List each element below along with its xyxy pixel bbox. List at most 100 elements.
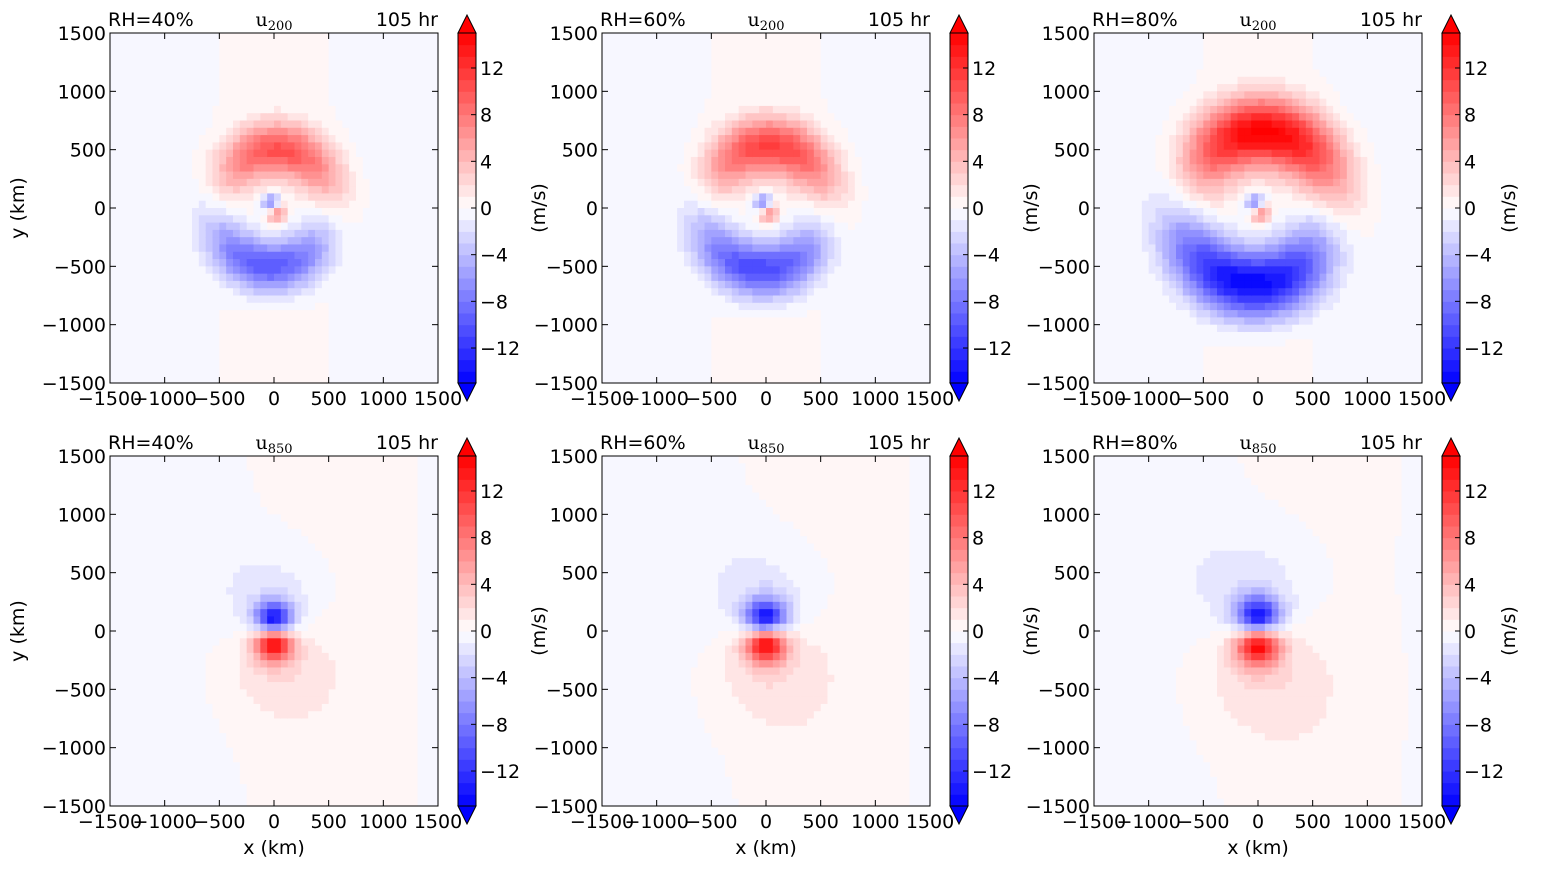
heatmap-cell	[861, 47, 870, 56]
heatmap-cell	[267, 69, 275, 78]
heatmap-cell	[793, 98, 801, 107]
heatmap-cell	[246, 273, 255, 282]
heatmap-cell	[369, 368, 378, 377]
heatmap-cell	[253, 368, 261, 377]
heatmap-cell	[151, 368, 159, 377]
heatmap-cell	[629, 331, 637, 340]
heatmap-cell	[649, 222, 658, 231]
heatmap-cell	[130, 40, 138, 49]
heatmap-cell	[649, 113, 658, 122]
heatmap-cell	[253, 375, 261, 384]
x-tick-label: −500	[193, 388, 245, 410]
heatmap-cell	[820, 302, 829, 311]
heatmap-cell	[219, 375, 227, 384]
heatmap-cell	[615, 310, 624, 318]
heatmap-cell	[356, 310, 364, 318]
heatmap-cell	[431, 331, 439, 340]
heatmap-cell	[294, 237, 302, 246]
heatmap-cell	[116, 47, 125, 56]
heatmap-cell	[690, 339, 699, 348]
heatmap-cell	[861, 98, 870, 107]
heatmap-cell	[813, 47, 822, 56]
heatmap-cell	[629, 91, 637, 100]
heatmap-cell	[246, 244, 255, 253]
heatmap-cell	[192, 215, 200, 224]
heatmap-cell	[116, 149, 125, 158]
heatmap-cell	[116, 215, 125, 224]
heatmap-cell	[772, 76, 781, 85]
heatmap-cell	[615, 331, 624, 340]
heatmap-cell	[233, 280, 241, 289]
heatmap-cell	[417, 295, 425, 304]
heatmap-cell	[841, 302, 849, 311]
heatmap-cell	[643, 317, 651, 326]
heatmap-cell	[274, 295, 282, 304]
heatmap-cell	[745, 164, 753, 173]
heatmap-cell	[813, 135, 822, 143]
heatmap-cell	[861, 302, 870, 311]
heatmap-cell	[902, 149, 911, 158]
heatmap-cell	[356, 76, 364, 85]
heatmap-cell	[144, 178, 152, 187]
heatmap-cell	[622, 113, 630, 122]
heatmap-cell	[711, 259, 719, 267]
heatmap-cell	[861, 171, 870, 180]
heatmap-cell	[410, 54, 419, 63]
heatmap-cell	[916, 127, 924, 136]
heatmap-cell	[280, 295, 289, 304]
heatmap-cell	[110, 178, 118, 187]
heatmap-cell	[704, 186, 712, 195]
heatmap-cell	[738, 164, 747, 173]
heatmap-cell	[178, 98, 186, 107]
heatmap-cell	[1100, 310, 1109, 318]
heatmap-cell	[861, 331, 870, 340]
heatmap-cell	[267, 149, 275, 158]
heatmap-cell	[287, 339, 296, 348]
heatmap-cell	[192, 273, 200, 282]
heatmap-cell	[294, 266, 302, 275]
heatmap-cell	[848, 259, 856, 267]
heatmap-cell	[684, 40, 692, 49]
heatmap-cell	[253, 361, 261, 370]
heatmap-cell	[192, 368, 200, 377]
heatmap-cell	[417, 280, 425, 289]
heatmap-cell	[677, 105, 685, 114]
heatmap-cell	[766, 186, 774, 195]
colorbar-level	[950, 114, 968, 127]
heatmap-cell	[431, 84, 439, 92]
heatmap-cell	[807, 259, 815, 267]
heatmap-cell	[157, 259, 166, 267]
heatmap-cell	[663, 164, 671, 173]
heatmap-cell	[308, 244, 316, 253]
heatmap-cell	[260, 113, 268, 122]
heatmap-cell	[267, 222, 275, 231]
heatmap-cell	[253, 142, 261, 151]
heatmap-cell	[1100, 375, 1109, 384]
heatmap-cell	[233, 368, 241, 377]
heatmap-cell	[889, 215, 897, 224]
heatmap-cell	[1094, 40, 1102, 49]
heatmap-cell	[253, 295, 261, 304]
colorbar-level	[950, 266, 968, 279]
heatmap-cell	[383, 164, 391, 173]
heatmap-cell	[280, 310, 289, 318]
heatmap-cell	[738, 33, 747, 41]
heatmap-cell	[889, 193, 897, 202]
heatmap-cell	[697, 375, 706, 384]
heatmap-cell	[253, 310, 261, 318]
heatmap-cell	[834, 127, 842, 136]
heatmap-cell	[383, 142, 391, 151]
heatmap-cell	[895, 142, 904, 151]
heatmap-cell	[274, 375, 282, 384]
heatmap-cell	[383, 215, 391, 224]
heatmap-cell	[779, 368, 788, 377]
heatmap-cell	[287, 266, 296, 275]
heatmap-cell	[827, 98, 835, 107]
heatmap-cell	[205, 222, 214, 231]
heatmap-cell	[226, 40, 234, 49]
heatmap-cell	[171, 33, 179, 41]
heatmap-cell	[383, 113, 391, 122]
heatmap-cell	[390, 361, 398, 370]
heatmap-cell	[308, 331, 316, 340]
heatmap-cell	[670, 164, 678, 173]
